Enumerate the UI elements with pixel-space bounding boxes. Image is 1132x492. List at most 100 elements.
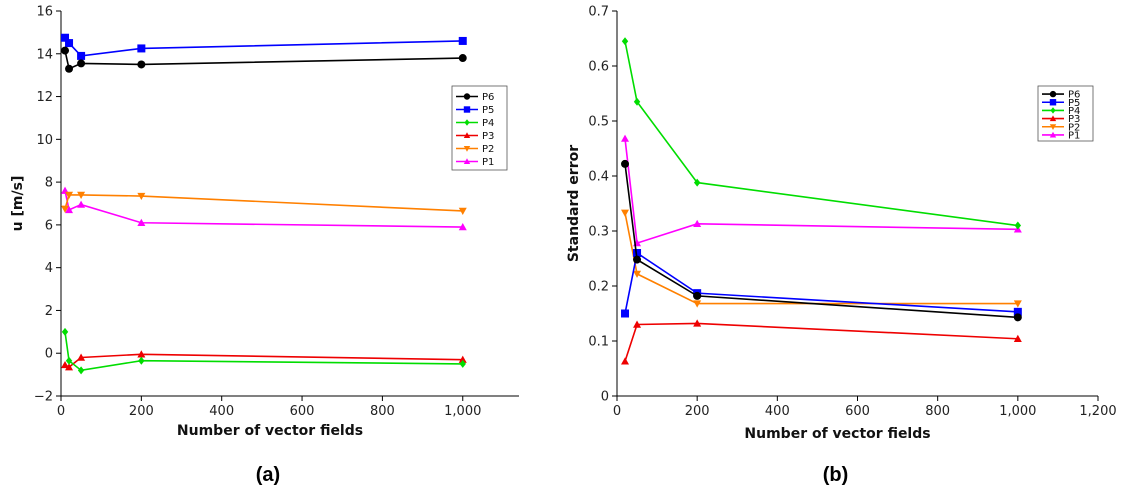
data-point-p5 (1013, 307, 1022, 316)
data-point-p1 (458, 223, 467, 231)
data-point-p5 (65, 39, 74, 48)
data-point-p6 (65, 64, 74, 73)
data-point-p6 (137, 60, 146, 69)
data-point-p5 (633, 249, 642, 257)
series-line-p6 (64, 50, 463, 70)
legend-label: P6 (1068, 90, 1080, 101)
legend-label: P6 (482, 92, 494, 103)
legend-marker (463, 158, 471, 165)
legend-marker (1050, 107, 1056, 114)
y-tick-label: 6 (45, 218, 53, 233)
legend-label: P3 (482, 131, 494, 142)
legend-marker (463, 106, 471, 113)
x-tick-label: 1,000 (999, 404, 1036, 419)
series-line-p3 (624, 322, 1018, 362)
y-tick-label: 12 (36, 90, 53, 105)
y-tick-label: 10 (36, 133, 53, 148)
series-p4 (621, 37, 1022, 230)
x-axis-label: Number of vector fields (744, 426, 930, 442)
data-point-p1 (621, 134, 630, 142)
data-point-p6 (77, 59, 86, 68)
data-point-p3 (458, 355, 467, 363)
legend-box (1037, 85, 1094, 142)
panel-label: (a) (256, 464, 280, 486)
y-tick-label: 0.5 (588, 115, 609, 130)
y-tick-label: 2 (45, 304, 53, 319)
legend-label: P4 (482, 118, 494, 129)
x-tick-label: 600 (290, 404, 315, 419)
data-point-p2 (693, 300, 702, 308)
legend-marker (464, 119, 470, 126)
data-point-p6 (61, 46, 70, 55)
y-tick-label: 0.1 (588, 335, 609, 350)
series-line-p4 (64, 331, 463, 372)
legend-label: P2 (1068, 122, 1080, 133)
data-point-p2 (77, 191, 86, 199)
x-axis-label: Number of vector fields (177, 423, 363, 439)
y-axis-label: Standard error (566, 145, 582, 262)
data-point-p4 (633, 97, 641, 106)
data-point-p4 (459, 359, 466, 368)
series-line-p5 (624, 251, 1018, 314)
y-tick-label: 0.2 (588, 280, 609, 295)
data-point-p2 (1013, 300, 1022, 308)
series-line-p4 (624, 41, 1018, 227)
x-tick-label: 400 (765, 404, 790, 419)
x-tick-label: 800 (370, 404, 395, 419)
legend-marker (1049, 115, 1057, 122)
x-tick-label: 1,200 (1079, 404, 1116, 419)
x-tick-label: 800 (925, 404, 950, 419)
y-tick-label: 4 (45, 261, 53, 276)
legend-box (451, 85, 508, 171)
legend-marker (1049, 99, 1057, 106)
data-point-p3 (65, 363, 74, 371)
data-point-p2 (61, 205, 70, 213)
data-point-p3 (77, 353, 86, 361)
y-tick-label: −2 (34, 390, 53, 405)
series-line-p6 (624, 163, 1018, 319)
data-point-p5 (137, 44, 146, 53)
series-p5 (61, 33, 467, 60)
series-line-p1 (624, 138, 1018, 245)
legend-marker (1049, 90, 1057, 98)
x-tick-label: 0 (613, 404, 621, 419)
series-p1 (61, 186, 467, 231)
series-p2 (61, 191, 467, 215)
y-tick-label: 8 (45, 176, 53, 191)
data-point-p3 (1013, 334, 1022, 342)
panel-label: (b) (823, 464, 849, 486)
data-point-p1 (65, 205, 74, 214)
legend-label: P2 (482, 144, 494, 155)
data-point-p6 (633, 255, 642, 264)
series-p3 (61, 350, 467, 371)
series-line-p2 (64, 194, 463, 212)
chart-panel-2: 0 0.1 0.2 0.3 0.4 0.5 0.6 0.7 0 200 400 600 800 1,000… (566, 5, 1117, 487)
x-tick-label: 200 (129, 404, 154, 419)
legend-label: P4 (1068, 106, 1080, 117)
chart-panel-1: −2 0 2 4 6 8 10 12 14 16 0 200 400 600 800 1,000 Number … (10, 5, 519, 486)
data-point-p2 (633, 270, 642, 278)
y-tick-label: 0 (601, 390, 609, 405)
data-point-p4 (65, 356, 73, 365)
data-point-p2 (137, 192, 146, 201)
data-point-p6 (1013, 313, 1022, 322)
y-tick-label: 0.3 (588, 225, 609, 240)
y-tick-label: 0 (45, 347, 53, 362)
data-point-p1 (137, 218, 146, 226)
data-point-p4 (693, 178, 701, 187)
data-point-p4 (621, 37, 629, 46)
data-point-p2 (458, 207, 467, 215)
x-tick-label: 0 (57, 404, 65, 419)
legend-marker (1049, 131, 1057, 138)
series-p1 (621, 134, 1022, 247)
y-tick-label: 0.4 (588, 170, 609, 185)
series-line-p3 (64, 353, 463, 369)
data-point-p6 (693, 291, 702, 300)
series-p3 (621, 319, 1022, 365)
data-point-p3 (633, 320, 642, 328)
y-axis-label: u [m/s] (10, 176, 26, 232)
data-point-p3 (693, 319, 702, 327)
x-tick-label: 400 (209, 404, 234, 419)
